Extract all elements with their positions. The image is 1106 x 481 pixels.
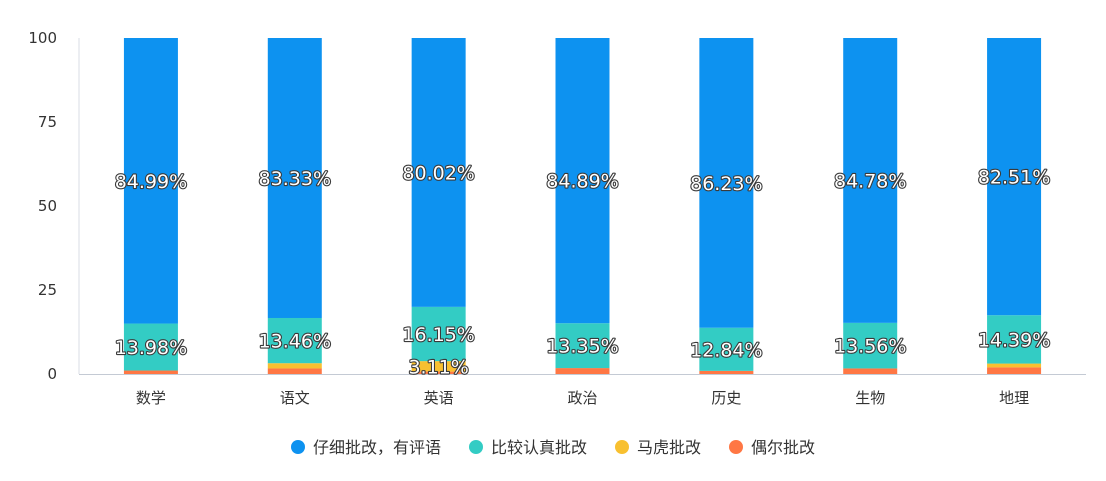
data-label: 80.02%: [402, 162, 474, 184]
y-tick-label: 25: [38, 281, 57, 299]
bar-segment: [987, 363, 1042, 368]
bar-segment: [555, 368, 610, 374]
bar-segment: [267, 368, 322, 374]
data-label: 84.78%: [834, 170, 906, 192]
x-tick-label: 政治: [567, 389, 597, 407]
bar-segment: [987, 367, 1042, 374]
y-tick-label: 75: [38, 113, 57, 131]
bar-segment: [411, 361, 466, 372]
x-tick-label: 语文: [280, 389, 310, 407]
data-label: 12.84%: [690, 339, 762, 361]
x-tick-label: 数学: [136, 389, 166, 407]
x-tick-label: 英语: [424, 389, 454, 407]
legend-label: 仔细批改，有评语: [313, 438, 441, 457]
bar-segment: [699, 327, 754, 371]
data-label: 13.56%: [834, 336, 906, 358]
legend-label: 偶尔批改: [751, 438, 815, 457]
data-label: 13.46%: [259, 331, 331, 353]
data-label: 16.15%: [402, 324, 474, 346]
bar-segment: [843, 322, 898, 369]
legend-marker: [291, 440, 305, 454]
data-label: 84.99%: [115, 171, 187, 193]
bar-segment: [267, 363, 322, 369]
x-tick-label: 地理: [999, 389, 1029, 407]
y-tick-label: 50: [38, 197, 57, 215]
legend-marker: [615, 440, 629, 454]
legend-label: 比较认真批改: [491, 438, 587, 457]
bar-segment: [555, 38, 610, 324]
y-tick-label: 0: [47, 365, 57, 383]
bar-segment: [411, 38, 466, 307]
x-tick-label: 生物: [855, 389, 885, 407]
data-label: 14.39%: [978, 329, 1050, 351]
bar-segment: [699, 370, 754, 374]
legend-marker: [729, 440, 743, 454]
data-label: 13.35%: [546, 336, 618, 358]
data-label: 3.11%: [408, 356, 468, 378]
bar-segment: [555, 323, 610, 369]
data-label: 13.98%: [115, 337, 187, 359]
bar-segment: [987, 315, 1042, 364]
x-tick-label: 历史: [711, 389, 741, 407]
y-tick-label: 100: [28, 29, 57, 47]
bar-segment: [699, 38, 754, 328]
data-label: 86.23%: [690, 173, 762, 195]
bar-segment: [843, 38, 898, 323]
bar-segment: [411, 306, 466, 362]
data-label: 82.51%: [978, 167, 1050, 189]
bar-segment: [267, 38, 322, 318]
bar-segment: [123, 38, 178, 324]
bar-segment: [267, 317, 322, 364]
bar-segment: [843, 368, 898, 374]
data-label: 84.89%: [546, 171, 618, 193]
legend-marker: [469, 440, 483, 454]
data-label: 83.33%: [259, 168, 331, 190]
bar-segment: [123, 370, 178, 374]
bar-segment: [987, 38, 1042, 316]
legend-label: 马虎批改: [637, 438, 701, 457]
bar-segment: [411, 371, 466, 374]
bar-segment: [123, 323, 178, 371]
